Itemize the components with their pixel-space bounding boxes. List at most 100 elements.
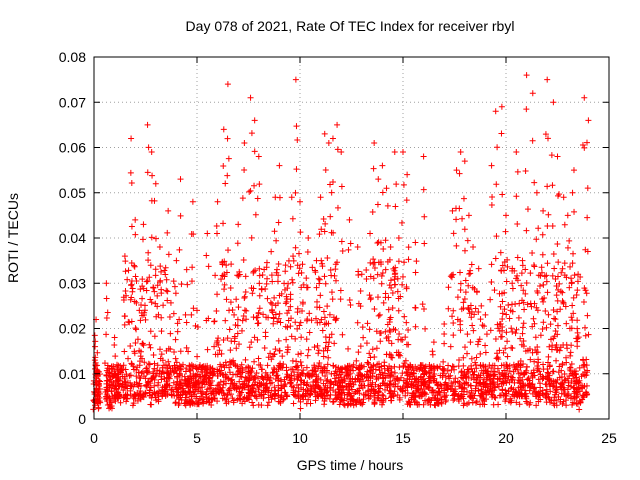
data-point [512, 388, 519, 395]
data-point [357, 343, 364, 350]
data-point [251, 117, 258, 124]
data-point [263, 264, 270, 271]
data-point [237, 395, 244, 402]
data-point [238, 361, 245, 368]
data-point [566, 284, 573, 291]
data-point [145, 360, 152, 367]
data-point [276, 347, 283, 354]
data-point [101, 360, 108, 367]
data-point [584, 185, 591, 192]
data-point [175, 402, 182, 409]
data-point [118, 366, 125, 373]
data-point [392, 327, 399, 334]
data-point [322, 373, 329, 380]
data-point [422, 325, 429, 332]
data-point [547, 388, 554, 395]
data-point [523, 363, 530, 370]
data-point [449, 207, 456, 214]
data-point [133, 278, 140, 285]
data-point [321, 321, 328, 328]
data-point [465, 304, 472, 311]
data-point [352, 388, 359, 395]
data-point [223, 269, 230, 276]
data-point [459, 215, 466, 222]
data-point [360, 334, 367, 341]
data-point [233, 345, 240, 352]
y-axis-label: ROTI / TECUs [5, 193, 21, 283]
data-point [183, 344, 190, 351]
data-point [163, 374, 170, 381]
data-point [290, 400, 297, 407]
data-point [184, 381, 191, 388]
data-point [562, 376, 569, 383]
data-point [114, 393, 121, 400]
data-point [412, 323, 419, 330]
data-point [104, 377, 111, 384]
data-point [313, 379, 320, 386]
data-point [493, 181, 500, 188]
data-point [551, 402, 558, 409]
data-point [220, 378, 227, 385]
data-point [147, 262, 154, 269]
data-point [412, 398, 419, 405]
data-point [472, 388, 479, 395]
data-point [497, 303, 504, 310]
y-tick-label: 0.08 [59, 49, 86, 65]
data-point [535, 376, 542, 383]
data-point [557, 306, 564, 313]
data-point [131, 262, 138, 269]
data-point [141, 359, 148, 366]
data-point [241, 307, 248, 314]
data-point [231, 335, 238, 342]
data-point [394, 392, 401, 399]
data-point [574, 287, 581, 294]
data-point [249, 382, 256, 389]
data-point [305, 235, 312, 241]
data-point [325, 139, 332, 146]
data-point [441, 340, 448, 347]
data-point [396, 330, 403, 337]
data-point [151, 390, 158, 397]
data-point [178, 397, 185, 404]
data-point [345, 246, 352, 253]
data-point [494, 144, 501, 151]
data-point [320, 387, 327, 394]
data-point [503, 212, 509, 219]
data-point [285, 307, 292, 314]
data-point [112, 372, 119, 379]
data-point [236, 268, 243, 275]
data-point [139, 355, 146, 362]
data-point [488, 278, 495, 285]
data-point [145, 144, 152, 151]
data-point [338, 238, 345, 245]
data-point [290, 253, 297, 260]
data-point [334, 382, 341, 389]
data-point [136, 362, 143, 369]
data-point [548, 397, 555, 404]
data-point [388, 354, 395, 361]
data-point [571, 272, 578, 279]
data-point [258, 373, 265, 380]
data-point [164, 288, 171, 295]
data-point [309, 264, 316, 271]
data-point [148, 234, 155, 241]
data-point [469, 322, 476, 329]
data-point [568, 280, 575, 287]
data-point [568, 377, 575, 384]
data-point [158, 351, 165, 358]
data-point [378, 261, 385, 268]
data-point [559, 265, 566, 272]
data-point [205, 395, 212, 402]
data-point [437, 381, 444, 388]
data-point [298, 284, 305, 291]
data-point [534, 344, 541, 351]
data-point [183, 394, 190, 401]
data-point [395, 295, 402, 302]
data-point [290, 369, 297, 376]
data-point [350, 381, 357, 388]
data-point [127, 387, 134, 394]
data-point [464, 350, 471, 357]
y-tick-label: 0.01 [59, 366, 86, 382]
data-point [535, 392, 542, 399]
data-point [564, 392, 571, 399]
